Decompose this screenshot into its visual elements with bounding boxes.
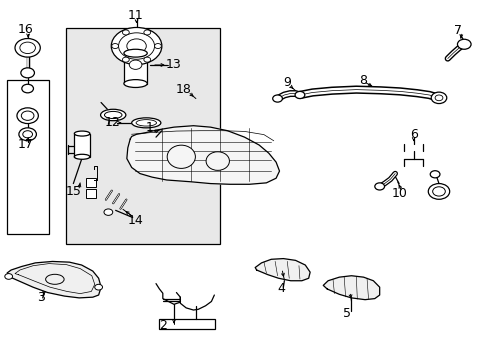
Circle shape <box>427 184 449 199</box>
Circle shape <box>20 42 35 54</box>
Circle shape <box>129 60 142 69</box>
Text: 12: 12 <box>104 116 120 129</box>
Bar <box>159 319 215 329</box>
Bar <box>86 189 96 198</box>
Polygon shape <box>323 276 379 300</box>
Circle shape <box>272 95 282 102</box>
Text: 5: 5 <box>342 307 350 320</box>
Text: 7: 7 <box>453 24 462 37</box>
Bar <box>7 80 48 234</box>
Text: 2: 2 <box>159 319 167 332</box>
Ellipse shape <box>123 80 147 87</box>
Ellipse shape <box>136 120 156 126</box>
Text: 13: 13 <box>166 58 182 72</box>
Bar <box>123 53 147 84</box>
Ellipse shape <box>104 111 122 118</box>
Ellipse shape <box>74 154 90 159</box>
Text: 4: 4 <box>277 283 285 296</box>
Circle shape <box>104 209 113 215</box>
Text: 8: 8 <box>359 74 367 87</box>
Circle shape <box>19 128 36 141</box>
Circle shape <box>21 111 34 120</box>
Circle shape <box>15 39 40 57</box>
Polygon shape <box>7 261 101 298</box>
Ellipse shape <box>101 109 125 121</box>
Ellipse shape <box>131 118 161 128</box>
Text: 6: 6 <box>409 128 417 141</box>
Circle shape <box>17 108 38 123</box>
Polygon shape <box>126 126 279 184</box>
Ellipse shape <box>45 274 64 284</box>
Bar <box>74 134 90 157</box>
Circle shape <box>5 274 13 279</box>
Text: 18: 18 <box>175 84 191 96</box>
Ellipse shape <box>205 152 229 170</box>
Circle shape <box>432 187 445 196</box>
Text: 16: 16 <box>18 23 34 36</box>
Text: 10: 10 <box>391 187 407 200</box>
Polygon shape <box>255 258 309 281</box>
Circle shape <box>122 57 129 62</box>
Circle shape <box>111 27 162 64</box>
Ellipse shape <box>74 131 90 136</box>
Circle shape <box>429 171 439 178</box>
Circle shape <box>22 84 33 93</box>
Circle shape <box>112 44 118 49</box>
Text: 1: 1 <box>145 121 153 134</box>
Circle shape <box>154 44 161 49</box>
Bar <box>65 28 220 244</box>
Circle shape <box>122 30 129 35</box>
Circle shape <box>434 95 442 101</box>
Text: 15: 15 <box>65 185 81 198</box>
Text: 14: 14 <box>127 213 142 226</box>
Bar <box>86 178 96 187</box>
Circle shape <box>143 30 150 35</box>
Circle shape <box>457 39 470 49</box>
Circle shape <box>374 183 384 190</box>
Ellipse shape <box>123 49 147 57</box>
Circle shape <box>126 39 146 53</box>
Circle shape <box>430 92 446 104</box>
Circle shape <box>118 33 154 59</box>
Circle shape <box>294 91 304 99</box>
Text: 9: 9 <box>283 76 291 89</box>
Text: 17: 17 <box>18 139 34 152</box>
Ellipse shape <box>167 145 195 168</box>
Circle shape <box>23 131 32 138</box>
Circle shape <box>21 68 34 78</box>
Text: 11: 11 <box>127 9 142 22</box>
Circle shape <box>143 57 150 62</box>
Circle shape <box>95 284 102 290</box>
Text: 3: 3 <box>37 291 45 305</box>
